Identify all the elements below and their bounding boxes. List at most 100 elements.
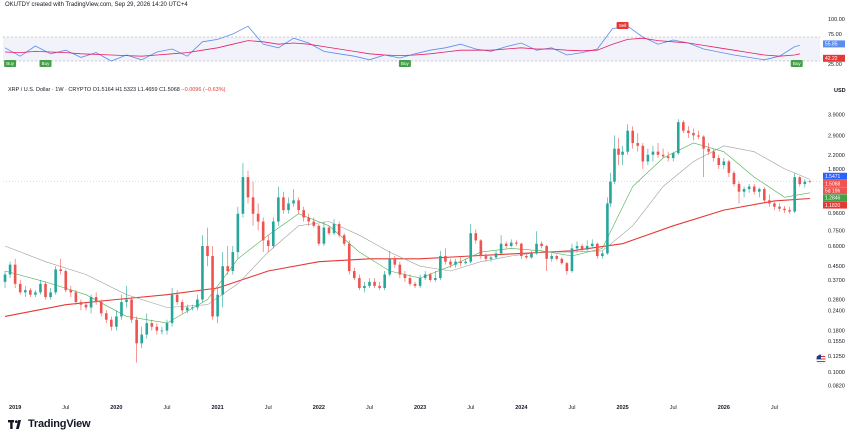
candle-body — [757, 189, 761, 192]
candle-body — [160, 330, 164, 332]
legend-open: O1.5164 — [92, 87, 114, 93]
candle-body — [585, 246, 589, 250]
candle-body — [292, 200, 295, 204]
candle-body — [23, 290, 27, 293]
price-tick-label: 0.2800 — [828, 298, 845, 304]
candle-body — [201, 246, 204, 300]
candle-body — [763, 189, 766, 201]
oscillator-current-label: 42.22 — [825, 56, 838, 62]
candle-body — [676, 122, 680, 154]
signal-marker — [4, 60, 17, 67]
candle-body — [368, 281, 371, 286]
candle-body — [606, 203, 609, 254]
price-tick-label: 0.1550 — [828, 339, 845, 345]
candle-body — [687, 130, 690, 133]
candle-body — [332, 224, 336, 234]
candle-body — [613, 148, 616, 182]
candle-body — [277, 197, 280, 222]
brand: TradingView — [8, 418, 91, 430]
candle-body — [125, 299, 128, 303]
candle-body — [89, 297, 93, 308]
candle-body — [246, 177, 250, 198]
candle-body — [287, 203, 290, 211]
price-tick-label: 0.2400 — [828, 308, 845, 314]
oscillator-band — [3, 37, 820, 61]
moving-average-line — [4, 197, 810, 317]
time-tick-label: 2021 — [212, 405, 224, 411]
price-tick-label: 0.0820 — [828, 384, 845, 390]
candle-body — [808, 180, 812, 182]
candle-body — [363, 285, 366, 288]
time-tick-label: 2023 — [414, 405, 426, 411]
candle-body — [408, 278, 412, 284]
tradingview-logo-icon — [8, 419, 24, 429]
price-tick-label: 0.9600 — [828, 211, 845, 217]
time-tick-label: 2019 — [9, 405, 21, 411]
y-axis-label: USD — [834, 88, 846, 94]
candle-body — [29, 290, 32, 295]
candle-body — [717, 158, 721, 166]
candle-body — [69, 290, 73, 293]
candle-body — [423, 274, 427, 279]
candle-body — [120, 302, 123, 317]
moving-average-line — [4, 142, 810, 324]
candle-body — [580, 246, 584, 250]
candle-body — [135, 319, 138, 344]
time-tick-label: Jul — [771, 405, 778, 411]
time-tick-label: 2020 — [110, 405, 122, 411]
candle-body — [74, 292, 78, 303]
candle-body — [697, 135, 700, 137]
time-tick-label: 2022 — [313, 405, 325, 411]
candle-body — [211, 256, 214, 317]
oscillator-pane: 100.00 75.00 25.00 Buy Buy Buy Sell Buy 55.85 42.… — [3, 17, 845, 68]
candle-body — [18, 283, 22, 293]
candle-body — [651, 151, 655, 155]
oscillator-tick-label: 75.00 — [828, 32, 842, 38]
candle-body — [499, 243, 503, 254]
candle-body — [165, 323, 169, 331]
candle-body — [297, 200, 300, 211]
candle-body — [54, 269, 57, 293]
candle-body — [617, 148, 620, 155]
candle-body — [347, 243, 351, 272]
candle-body — [282, 197, 285, 211]
candle-body — [778, 206, 781, 209]
candle-body — [494, 253, 498, 258]
candle-body — [692, 132, 695, 136]
candle-body — [601, 253, 604, 257]
candle-body — [49, 292, 52, 298]
oscillator-current-badge — [823, 40, 845, 48]
time-tick-label: Jul — [366, 405, 373, 411]
header-text: OKUTDY created with TradingView.com, Sep… — [5, 2, 188, 8]
price-tick-label: 0.4500 — [828, 264, 845, 270]
candle-body — [241, 177, 245, 214]
legend-low: L1.4659 — [137, 87, 158, 93]
candle-body — [479, 240, 483, 257]
candle-body — [302, 210, 305, 218]
oscillator-average-line — [4, 37, 800, 57]
candle-body — [99, 302, 103, 314]
price-tick-label: 0.7500 — [828, 228, 845, 234]
oscillator-current-badge — [823, 54, 845, 62]
candle-body — [398, 264, 402, 275]
oscillator-tick-label: 100.00 — [828, 17, 845, 23]
candle-body — [358, 278, 361, 288]
us-flag-icon — [816, 354, 826, 366]
candle-body — [449, 261, 452, 265]
time-tick-label: 2024 — [515, 405, 528, 411]
price-tick-label: 0.1250 — [828, 354, 845, 360]
candle-body — [783, 208, 786, 211]
candle-body — [595, 243, 599, 257]
price-badge-label: 1.1820 — [825, 203, 841, 209]
signal-label: Sell — [619, 23, 627, 28]
candle-body — [707, 148, 710, 152]
candle-body — [433, 278, 437, 280]
price-tick-label: 0.6000 — [828, 244, 845, 250]
legend-change: −0.0096 (−0.63%) — [181, 87, 226, 93]
price-badge-label: 5d 19h — [825, 188, 841, 194]
candle-body — [34, 292, 37, 295]
candle-body — [469, 233, 473, 262]
signal-label: Buy — [401, 61, 410, 66]
candle-body — [104, 313, 108, 320]
